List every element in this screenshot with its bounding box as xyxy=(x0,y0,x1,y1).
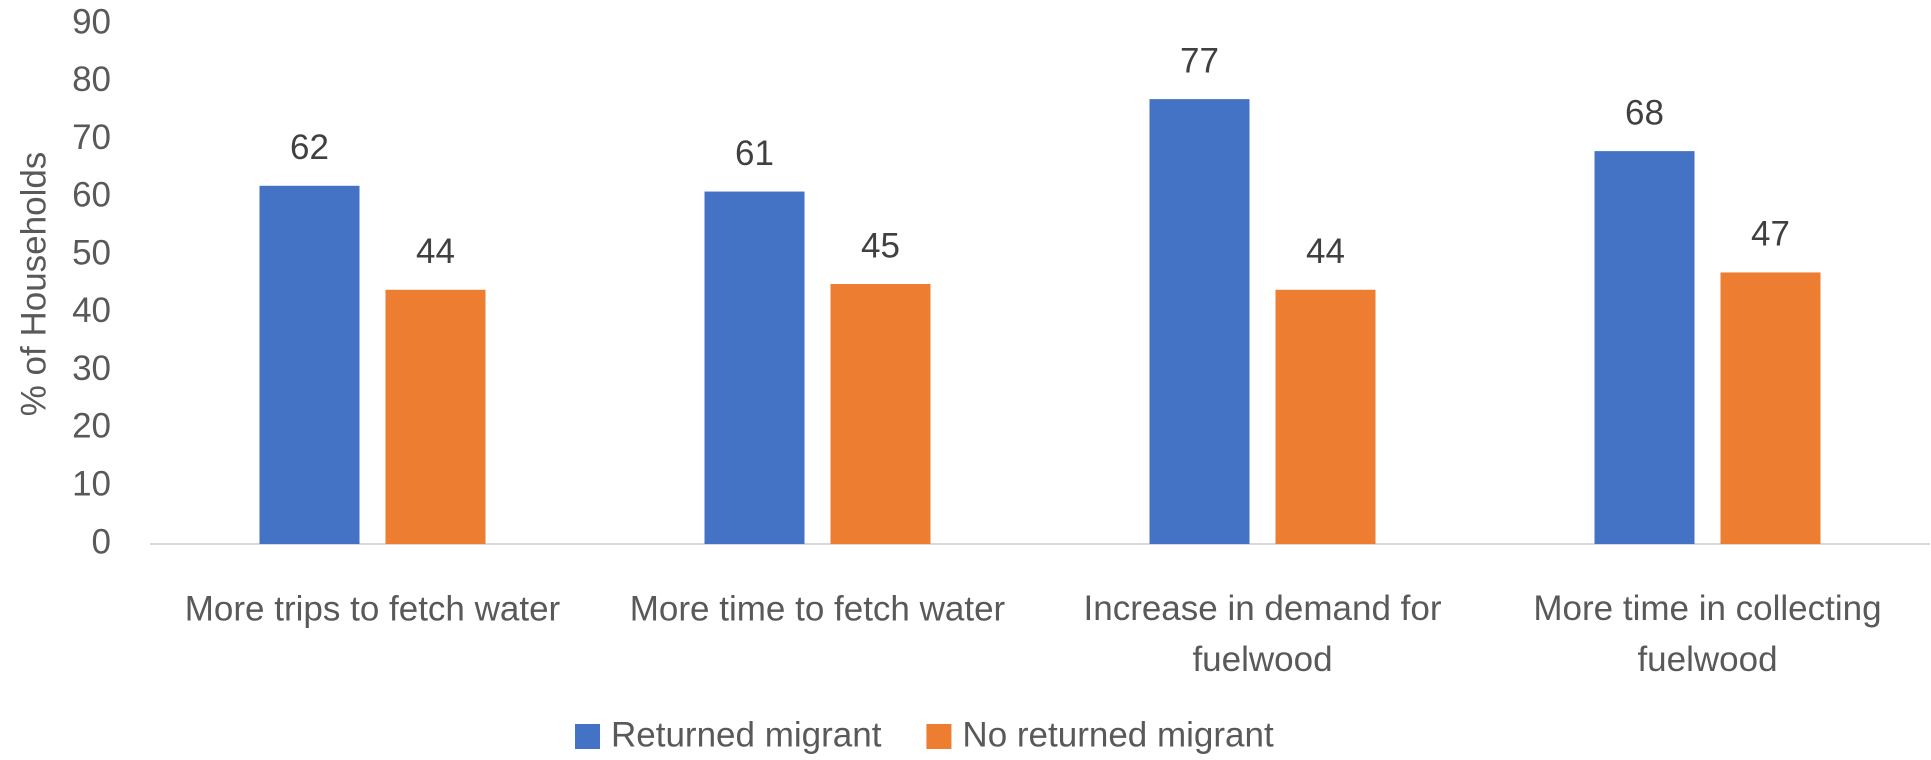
bar xyxy=(1149,99,1250,544)
data-label: 47 xyxy=(1751,215,1790,254)
y-tick-label: 30 xyxy=(72,349,111,388)
legend-label: No returned migrant xyxy=(962,715,1274,754)
y-tick-label: 0 xyxy=(92,522,111,561)
x-tick-label: More time to fetch water xyxy=(630,589,1006,628)
bar xyxy=(259,185,360,544)
x-tick-label: More trips to fetch water xyxy=(185,589,561,628)
x-tick-label: Increase in demand for fuelwood xyxy=(1084,589,1442,679)
y-tick-label: 10 xyxy=(72,464,111,503)
y-tick-label: 40 xyxy=(72,291,111,330)
bar xyxy=(704,191,805,545)
bar xyxy=(1594,151,1695,544)
y-tick-label: 90 xyxy=(72,2,111,41)
data-label: 61 xyxy=(735,134,774,173)
legend-label: Returned migrant xyxy=(611,715,882,754)
y-tick-label: 50 xyxy=(72,233,111,272)
data-label: 44 xyxy=(1306,232,1345,271)
data-label: 68 xyxy=(1625,93,1664,132)
data-label: 44 xyxy=(416,232,455,271)
bar xyxy=(1275,289,1376,544)
y-tick-label: 70 xyxy=(72,118,111,157)
y-tick-label: 80 xyxy=(72,60,111,99)
bar xyxy=(1720,272,1821,544)
x-tick-label: More time in collecting fuelwood xyxy=(1533,589,1881,679)
data-label: 77 xyxy=(1180,41,1219,80)
y-axis-label: % of Households xyxy=(14,152,53,417)
y-tick-label: 60 xyxy=(72,176,111,215)
bar xyxy=(385,289,486,544)
legend-swatch xyxy=(575,724,600,749)
bar xyxy=(830,284,931,544)
data-label: 45 xyxy=(861,226,900,265)
y-tick-label: 20 xyxy=(72,407,111,446)
legend-swatch xyxy=(926,724,952,749)
data-label: 62 xyxy=(290,128,329,167)
